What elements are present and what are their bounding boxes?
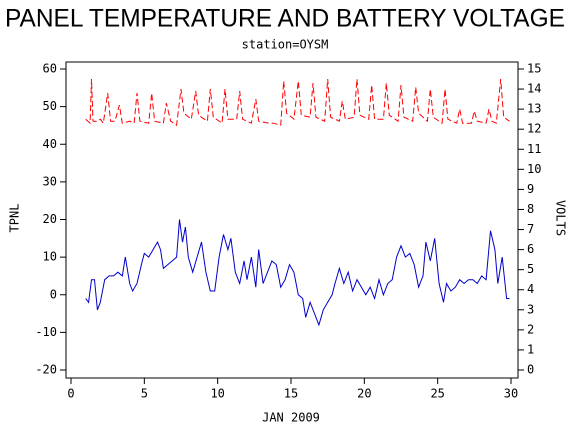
- chart-subtitle: station=OYSM: [242, 38, 329, 52]
- x-tick-label: 10: [210, 387, 224, 401]
- y-tick-label: 30: [43, 174, 57, 188]
- y-tick-label: 60: [43, 62, 57, 76]
- y2-tick-label: 1: [527, 342, 534, 356]
- x-tick-label: 15: [284, 387, 298, 401]
- y-tick-label: 0: [50, 287, 57, 301]
- y2-tick-label: 15: [527, 62, 541, 76]
- y2-tick-label: 8: [527, 202, 534, 216]
- y2-tick-label: 12: [527, 122, 541, 136]
- y2-tick-label: 13: [527, 102, 541, 116]
- y-tick-label: 50: [43, 99, 57, 113]
- data-line: [85, 219, 510, 327]
- y2-tick-label: 6: [527, 242, 534, 256]
- y2-tick-label: 5: [527, 262, 534, 276]
- x-axis-label: JAN 2009: [262, 411, 320, 425]
- x-tick-label: 30: [504, 387, 518, 401]
- x-tick-label: 25: [430, 387, 444, 401]
- data-line: [85, 78, 510, 127]
- y2-tick-label: 9: [527, 182, 534, 196]
- y-tick-label: 20: [43, 212, 57, 226]
- x-tick-label: 5: [141, 387, 148, 401]
- y2-axis-label: VOLTS: [554, 200, 568, 236]
- y-axis-label: TPNL: [8, 204, 22, 233]
- y2-tick-label: 3: [527, 302, 534, 316]
- y2-tick-label: 2: [527, 322, 534, 336]
- y2-tick-label: 11: [527, 142, 541, 156]
- y2-tick-label: 4: [527, 282, 534, 296]
- x-tick-label: 0: [67, 387, 74, 401]
- y2-tick-label: 0: [527, 363, 534, 377]
- y-tick-label: -10: [35, 325, 57, 339]
- y-tick-label: 40: [43, 137, 57, 151]
- y2-tick-label: 14: [527, 82, 541, 96]
- y2-tick-label: 10: [527, 162, 541, 176]
- y2-tick-label: 7: [527, 222, 534, 236]
- chart-title: PANEL TEMPERATURE AND BATTERY VOLTAGE: [5, 5, 565, 33]
- y-tick-label: -20: [35, 363, 57, 377]
- y-tick-label: 10: [43, 250, 57, 264]
- x-tick-label: 20: [357, 387, 371, 401]
- plot-frame: [65, 61, 519, 379]
